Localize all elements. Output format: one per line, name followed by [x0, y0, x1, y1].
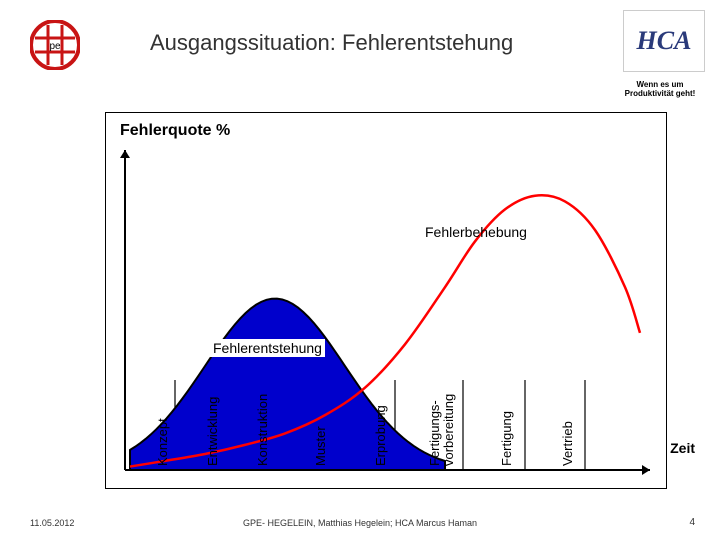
phase-label: Erprobung	[373, 405, 388, 466]
phase-label: Konzept	[155, 418, 170, 466]
svg-text:pe: pe	[49, 41, 61, 52]
x-axis-label: Zeit	[670, 440, 695, 456]
y-axis-label: Fehlerquote %	[120, 122, 230, 140]
phase-label: Konstruktion	[255, 394, 270, 466]
phase-label: Fertigung	[499, 411, 514, 466]
logo-right: HCA	[623, 10, 705, 72]
slide-title: Ausgangssituation: Fehlerentstehung	[150, 30, 513, 56]
footer-center: GPE- HEGELEIN, Matthias Hegelein; HCA Ma…	[0, 518, 720, 528]
curve-label: Fehlerbehebung	[425, 224, 527, 240]
logo-left: pe	[30, 20, 80, 70]
curve-label: Fehlerentstehung	[210, 339, 325, 357]
tagline: Wenn es um Produktivität geht!	[615, 80, 705, 98]
logo-right-text: HCA	[637, 26, 692, 56]
phase-label: Fertigungs-vorbereitung	[428, 394, 455, 466]
phase-label: Entwicklung	[205, 397, 220, 466]
footer-page: 4	[689, 517, 695, 528]
phase-label: Muster	[313, 426, 328, 466]
phase-label: Vertrieb	[560, 421, 575, 466]
